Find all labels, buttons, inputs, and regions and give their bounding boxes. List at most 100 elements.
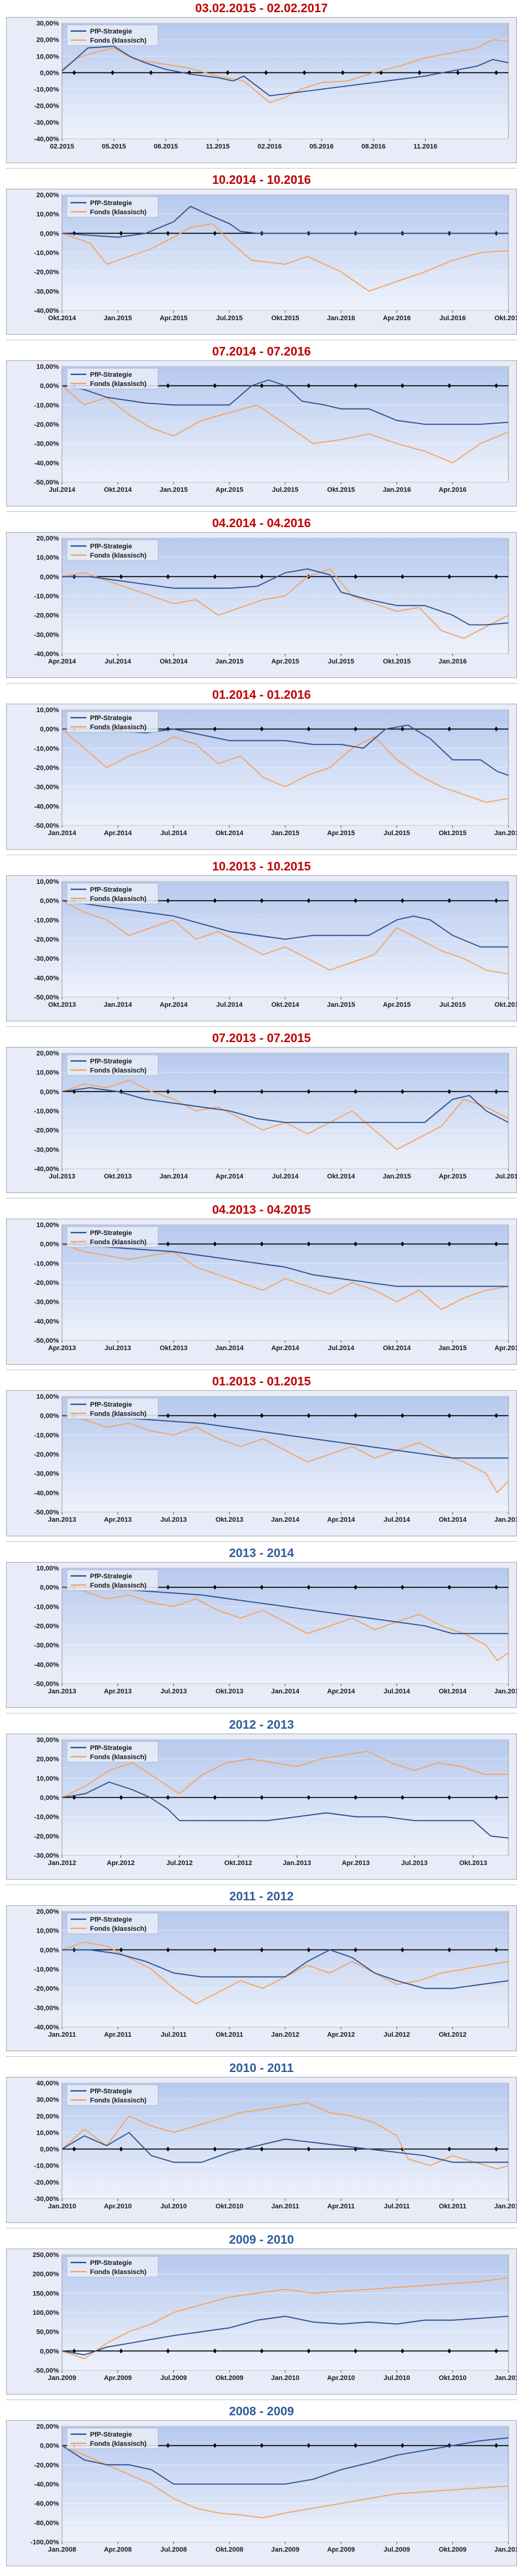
x-tick-label: Jul.2016: [440, 315, 466, 322]
zero-marker: [447, 898, 451, 903]
x-tick-label: Jan.2011: [48, 2031, 76, 2039]
y-tick-label: -30,00%: [34, 956, 59, 963]
zero-marker: [494, 898, 498, 903]
legend: PfP-Strategie Fonds (klassisch): [66, 2256, 159, 2278]
y-tick-label: 20,00%: [36, 2113, 60, 2120]
x-tick-label: Okt.2010: [215, 2203, 243, 2210]
y-tick-label: 0,00%: [40, 2443, 59, 2450]
zero-marker: [353, 898, 358, 903]
chart-panel: 07.2013 - 07.2015 20,00% 10,00% 0,00% -10,00…: [0, 1030, 523, 1200]
zero-marker: [307, 1795, 311, 1800]
zero-marker: [353, 574, 358, 579]
x-tick-label: Apr.2011: [327, 2203, 355, 2210]
legend-box: [66, 883, 159, 905]
y-tick-label: -100,00%: [30, 2539, 59, 2546]
series-line-strategy: [61, 2315, 509, 2356]
series-line-strategy: [61, 1243, 508, 1287]
x-tick-label: Jan.2012: [48, 1860, 76, 1867]
x-tick-label: Jan.2013: [48, 1688, 76, 1695]
zero-marker: [447, 383, 451, 388]
zero-marker: [72, 231, 76, 236]
legend-label-strategy: PfP-Strategie: [90, 28, 132, 35]
series-line-fund: [61, 39, 509, 103]
legend-label-fund: Fonds (klassisch): [90, 895, 147, 903]
zero-marker: [260, 1089, 264, 1094]
zero-marker: [166, 1089, 170, 1094]
x-tick-label: Jul.2013: [105, 1345, 131, 1352]
legend-box: [66, 2427, 159, 2449]
zero-marker: [213, 383, 217, 388]
legend-label-fund: Fonds (klassisch): [90, 1754, 147, 1761]
x-tick-label: 08.2016: [361, 143, 386, 150]
zero-marker: [119, 2348, 123, 2354]
legend: PfP-Strategie Fonds (klassisch): [66, 1569, 159, 1591]
x-tick-label: Jan.2008: [48, 2546, 76, 2553]
zero-marker: [494, 1089, 498, 1094]
y-tick-label: -30,00%: [34, 1299, 59, 1306]
y-tick-label: 10,00%: [36, 1565, 60, 1572]
x-tick-label: Jan.2014: [104, 1001, 133, 1009]
legend-label-strategy: PfP-Strategie: [90, 1058, 132, 1065]
panel-separator: [6, 683, 517, 684]
x-tick-label: Jan.2014: [215, 1345, 244, 1352]
zero-marker: [119, 2146, 123, 2152]
chart-title: 2010 - 2011: [229, 2062, 294, 2075]
zero-marker: [111, 70, 115, 75]
series-line-strategy: [61, 1781, 509, 1839]
legend-label-strategy: PfP-Strategie: [90, 371, 132, 379]
x-tick-label: Jan.2015: [327, 1001, 355, 1009]
zero-marker: [353, 2443, 358, 2448]
x-tick-label: Jul.2015: [384, 830, 410, 837]
y-tick-label: -20,00%: [34, 2179, 59, 2186]
y-tick-label: -50,00%: [34, 1337, 59, 1345]
y-tick-label: -40,00%: [34, 1166, 59, 1173]
x-tick-label: Jul.2015: [272, 486, 298, 494]
series-line-fund: [61, 385, 509, 464]
zero-marker: [260, 2146, 264, 2152]
y-tick-label: -20,00%: [34, 612, 59, 620]
chart-title: 04.2013 - 04.2015: [212, 1203, 311, 1217]
y-tick-label: -20,00%: [34, 1279, 59, 1287]
y-tick-label: -40,00%: [34, 1489, 59, 1497]
series-line-strategy: [62, 724, 509, 776]
x-tick-label: Apr.2015: [215, 486, 243, 494]
y-tick-label: -30,00%: [34, 119, 59, 127]
y-tick-label: 250,00%: [33, 2252, 60, 2259]
y-tick-label: -40,00%: [34, 651, 59, 658]
y-tick-label: -40,00%: [34, 2024, 59, 2031]
x-tick-label: Okt.2009: [215, 2375, 243, 2382]
y-tick-label: -10,00%: [34, 593, 59, 600]
zero-marker: [353, 1241, 358, 1247]
zero-marker: [166, 2348, 170, 2354]
x-tick-label: Jul.2009: [384, 2546, 410, 2553]
x-tick-label: Okt.2015: [271, 315, 299, 322]
x-tick-label: Okt.2014: [438, 1516, 467, 1524]
x-tick-label: Jan.2016: [494, 830, 517, 837]
legend-label-strategy: PfP-Strategie: [90, 886, 132, 894]
zero-marker: [400, 383, 404, 388]
line-chart: 20,00% 10,00% 0,00% -10,00% -20,00% -30,00% -4…: [6, 1047, 517, 1193]
legend: PfP-Strategie Fonds (klassisch): [66, 711, 159, 733]
x-tick-label: Jul.2012: [384, 2031, 410, 2039]
y-tick-label: 10,00%: [36, 1222, 60, 1229]
x-tick-label: Apr.2016: [438, 486, 466, 494]
y-tick-label: -40,00%: [34, 136, 59, 143]
zero-marker: [447, 1089, 451, 1094]
legend-box: [66, 196, 159, 218]
zero-marker: [494, 2146, 498, 2152]
y-tick-label: -30,00%: [34, 288, 59, 295]
y-tick-label: 10,00%: [36, 1393, 60, 1401]
y-tick-label: -20,00%: [34, 1986, 59, 1993]
y-tick-label: -20,00%: [34, 421, 59, 429]
zero-marker: [213, 898, 217, 903]
x-tick-label: Okt.2014: [327, 1173, 356, 1180]
y-tick-label: 0,00%: [40, 230, 59, 237]
x-tick-label: Okt.2013: [215, 1688, 243, 1695]
y-tick-label: 0,00%: [40, 2146, 59, 2154]
line-chart: 10,00% 0,00% -10,00% -20,00% -30,00% -40,00% -…: [6, 1562, 517, 1708]
x-tick-label: Okt.2016: [494, 315, 517, 322]
zero-marker: [119, 231, 123, 236]
chart-panel: 10.2013 - 10.2015 10,00% 0,00% -10,00% -20,0…: [0, 858, 523, 1029]
panel-separator: [6, 2399, 517, 2400]
series-line-strategy: [61, 379, 509, 425]
